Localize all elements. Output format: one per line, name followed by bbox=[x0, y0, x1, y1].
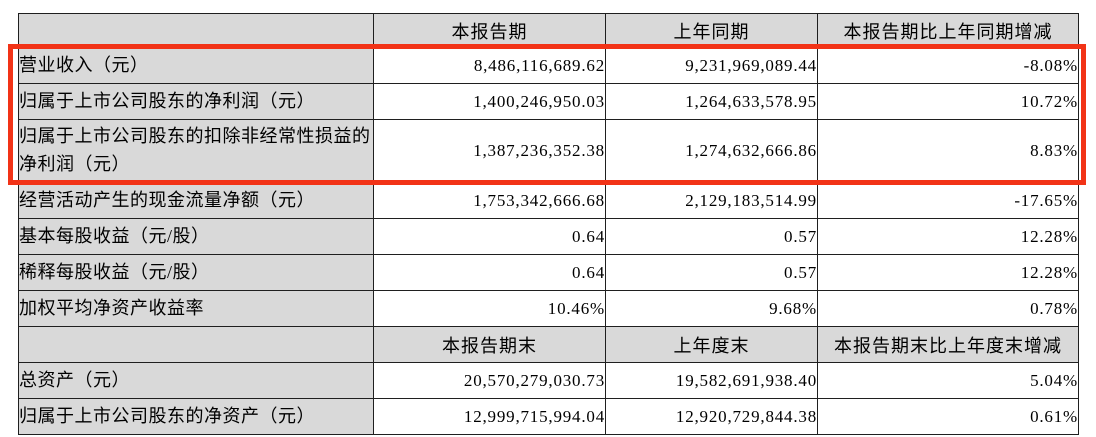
table-row: 基本每股收益（元/股） 0.64 0.57 12.28% bbox=[18, 218, 1079, 255]
column-header-period-change: 本报告期比上年同期增减 bbox=[817, 13, 1079, 48]
current-period-value: 10.46% bbox=[373, 290, 606, 327]
prior-period-value: 0.57 bbox=[605, 254, 818, 291]
change-value: 0.78% bbox=[817, 290, 1079, 327]
metric-label-cell: 营业收入（元） bbox=[18, 47, 374, 84]
metric-label-cell: 经营活动产生的现金流量净额（元） bbox=[18, 182, 374, 219]
current-period-value: 1,753,342,666.68 bbox=[373, 182, 606, 219]
metric-label-cell: 归属于上市公司股东的净利润（元） bbox=[18, 83, 374, 120]
metric-label-cell: 加权平均净资产收益率 bbox=[18, 290, 374, 327]
table-row: 营业收入（元） 8,486,116,689.62 9,231,969,089.4… bbox=[18, 47, 1079, 84]
current-period-value: 0.64 bbox=[373, 254, 606, 291]
current-period-value: 1,387,236,352.38 bbox=[373, 119, 606, 183]
change-value: 0.61% bbox=[817, 398, 1079, 435]
current-period-value: 0.64 bbox=[373, 218, 606, 255]
current-period-value: 1,400,246,950.03 bbox=[373, 83, 606, 120]
prior-period-value: 12,920,729,844.38 bbox=[605, 398, 818, 435]
change-value: -8.08% bbox=[817, 47, 1079, 84]
current-period-value: 12,999,715,994.04 bbox=[373, 398, 606, 435]
change-value: -17.65% bbox=[817, 182, 1079, 219]
prior-period-value: 9,231,969,089.44 bbox=[605, 47, 818, 84]
change-value: 8.83% bbox=[817, 119, 1079, 183]
empty-header-cell bbox=[18, 326, 374, 363]
column-header-period-end: 本报告期末 bbox=[373, 326, 606, 363]
prior-period-value: 2,129,183,514.99 bbox=[605, 182, 818, 219]
column-header-prior-year-end: 上年度末 bbox=[605, 326, 818, 363]
metric-label-cell: 归属于上市公司股东的净资产（元） bbox=[18, 398, 374, 435]
current-period-value: 8,486,116,689.62 bbox=[373, 47, 606, 84]
metric-label-cell: 总资产（元） bbox=[18, 362, 374, 399]
table-row: 归属于上市公司股东的扣除非经常性损益的净利润（元） 1,387,236,352.… bbox=[18, 119, 1079, 183]
table-row: 稀释每股收益（元/股） 0.64 0.57 12.28% bbox=[18, 254, 1079, 291]
table-row: 加权平均净资产收益率 10.46% 9.68% 0.78% bbox=[18, 290, 1079, 327]
empty-header-cell bbox=[18, 13, 374, 48]
prior-period-value: 1,274,632,666.86 bbox=[605, 119, 818, 183]
prior-period-value: 9.68% bbox=[605, 290, 818, 327]
metric-label-cell: 基本每股收益（元/股） bbox=[18, 218, 374, 255]
prior-period-value: 0.57 bbox=[605, 218, 818, 255]
period-end-header-row: 本报告期末 上年度末 本报告期末比上年度末增减 bbox=[18, 326, 1079, 363]
change-value: 12.28% bbox=[817, 254, 1079, 291]
prior-period-value: 19,582,691,938.40 bbox=[605, 362, 818, 399]
column-header-period-end-change: 本报告期末比上年度末增减 bbox=[817, 326, 1079, 363]
period-header-row: 本报告期 上年同期 本报告期比上年同期增减 bbox=[18, 13, 1079, 48]
metric-label-cell: 归属于上市公司股东的扣除非经常性损益的净利润（元） bbox=[18, 119, 374, 183]
table-row: 总资产（元） 20,570,279,030.73 19,582,691,938.… bbox=[18, 362, 1079, 399]
change-value: 5.04% bbox=[817, 362, 1079, 399]
change-value: 10.72% bbox=[817, 83, 1079, 120]
table-row: 归属于上市公司股东的净利润（元） 1,400,246,950.03 1,264,… bbox=[18, 83, 1079, 120]
column-header-prior-period: 上年同期 bbox=[605, 13, 818, 48]
change-value: 12.28% bbox=[817, 218, 1079, 255]
current-period-value: 20,570,279,030.73 bbox=[373, 362, 606, 399]
financial-summary-table: 本报告期 上年同期 本报告期比上年同期增减 营业收入（元） 8,486,116,… bbox=[18, 13, 1079, 435]
column-header-current-period: 本报告期 bbox=[373, 13, 606, 48]
table-row: 经营活动产生的现金流量净额（元） 1,753,342,666.68 2,129,… bbox=[18, 182, 1079, 219]
metric-label-cell: 稀释每股收益（元/股） bbox=[18, 254, 374, 291]
table-row: 归属于上市公司股东的净资产（元） 12,999,715,994.04 12,92… bbox=[18, 398, 1079, 435]
prior-period-value: 1,264,633,578.95 bbox=[605, 83, 818, 120]
